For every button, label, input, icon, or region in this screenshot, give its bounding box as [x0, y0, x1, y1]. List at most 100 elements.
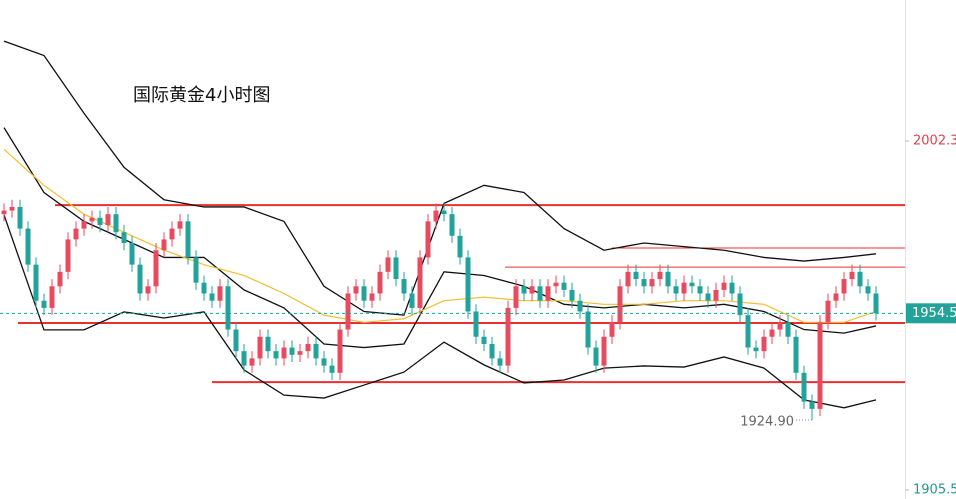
candle-body	[449, 214, 455, 236]
candle-body	[65, 239, 71, 272]
overlay-line	[3, 214, 877, 409]
candle-body	[817, 322, 823, 409]
chart-title: 国际黄金4小时图	[133, 85, 270, 106]
candle-body	[9, 206, 15, 211]
candle-body	[761, 336, 767, 352]
candle-body	[681, 282, 687, 294]
candle-body	[705, 293, 711, 301]
candle-body	[809, 401, 815, 409]
y-tick-label: 2002.3	[913, 133, 956, 148]
candle-body	[297, 351, 303, 355]
candle-body	[161, 239, 167, 251]
candle-body	[193, 257, 199, 283]
candle-body	[433, 210, 439, 222]
price-label: 1954.5	[912, 306, 956, 321]
candle-body	[673, 286, 679, 294]
candle-body	[145, 286, 151, 294]
candle-body	[545, 286, 551, 301]
candle-body	[57, 271, 63, 287]
candle-body	[209, 293, 215, 301]
candle-body	[201, 282, 207, 294]
candle-body	[721, 282, 727, 290]
candle-body	[241, 351, 247, 366]
candle-body	[169, 228, 175, 240]
candle-body	[257, 336, 263, 359]
overlay-line	[3, 148, 877, 323]
candle-body	[465, 257, 471, 312]
candle-body	[329, 365, 335, 373]
candle-body	[353, 286, 359, 294]
candle-body	[249, 358, 255, 366]
candle-body	[425, 221, 431, 258]
candle-body	[121, 232, 127, 244]
candle-body	[729, 282, 735, 294]
candle-body	[497, 358, 503, 366]
candle-body	[825, 300, 831, 323]
candle-body	[553, 282, 559, 287]
candle-body	[833, 293, 839, 301]
candle-body	[385, 257, 391, 272]
candle-body	[409, 293, 415, 308]
candle-body	[505, 307, 511, 366]
candle-body	[457, 235, 463, 258]
candle-body	[561, 282, 567, 290]
candle-body	[577, 300, 583, 312]
candle-body	[769, 329, 775, 337]
candle-body	[393, 257, 399, 280]
candle-body	[865, 286, 871, 294]
candle-body	[857, 271, 863, 287]
candle-body	[657, 271, 663, 280]
candle-body	[345, 293, 351, 330]
candle-body	[873, 293, 879, 314]
candle-body	[713, 289, 719, 301]
candle-body	[129, 243, 135, 265]
candle-body	[737, 293, 743, 316]
candle-body	[601, 336, 607, 366]
candle-body	[73, 228, 79, 240]
candle-body	[793, 336, 799, 373]
candle-body	[105, 214, 111, 225]
candle-body	[801, 372, 807, 402]
overlay-line	[3, 127, 877, 349]
candle-body	[417, 257, 423, 308]
candle-body	[529, 286, 535, 294]
candle-body	[17, 206, 23, 229]
candle-body	[281, 347, 287, 359]
candle-body	[25, 228, 31, 265]
candle-body	[1, 210, 7, 215]
candle-body	[313, 343, 319, 359]
candle-body	[689, 282, 695, 287]
candle-body	[513, 286, 519, 308]
candle-body	[361, 286, 367, 301]
price-box	[906, 303, 956, 324]
candle-body	[97, 217, 103, 225]
candle-body	[225, 286, 231, 330]
candle-body	[649, 279, 655, 287]
candle-body	[289, 347, 295, 355]
candle-body	[33, 264, 39, 301]
candle-body	[777, 322, 783, 330]
candle-body	[521, 286, 527, 294]
candle-body	[481, 336, 487, 344]
candle-body	[217, 286, 223, 301]
annotation-label: 1924.90	[740, 415, 794, 430]
candle-body	[185, 221, 191, 258]
candle-body	[113, 214, 119, 233]
candle-body	[665, 271, 671, 287]
candle-body	[89, 217, 95, 222]
candle-body	[785, 322, 791, 337]
candle-body	[753, 347, 759, 352]
candle-body	[697, 286, 703, 294]
candle-body	[841, 279, 847, 294]
candle-body	[593, 347, 599, 366]
candle-body	[265, 336, 271, 352]
candle-body	[377, 271, 383, 294]
candle-body	[273, 351, 279, 359]
candle-body	[369, 293, 375, 301]
candle-body	[473, 311, 479, 337]
candle-body	[537, 286, 543, 301]
candle-body	[137, 264, 143, 294]
candle-body	[49, 286, 55, 308]
candle-body	[233, 329, 239, 352]
candle-body	[41, 300, 47, 308]
